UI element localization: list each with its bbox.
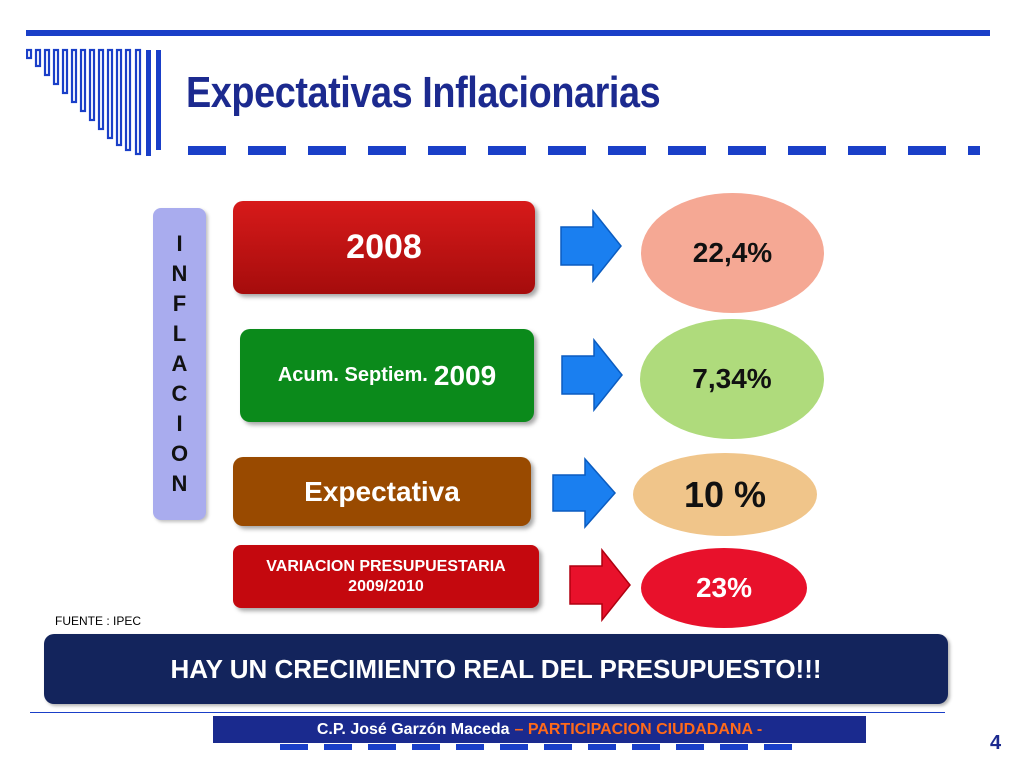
vertical-letter: C xyxy=(171,381,188,406)
row-2009-label-big: 2009 xyxy=(433,359,497,391)
value-2008: 22,4% xyxy=(692,237,773,268)
right-arrow-icon xyxy=(560,209,622,283)
top-rule xyxy=(26,30,990,36)
vertical-letter: N xyxy=(171,261,188,286)
value-expectativa: 10 % xyxy=(683,473,767,515)
value-variacion: 23% xyxy=(695,572,753,603)
row-2008-label: 2008 xyxy=(346,228,422,266)
value-2009: 7,34% xyxy=(692,363,772,394)
vertical-letter: L xyxy=(172,321,187,346)
row-2008-box: 2008 xyxy=(233,201,535,294)
footer-tagline: – PARTICIPACION CIUDADANA - xyxy=(514,720,763,738)
source-note: FUENTE : IPEC xyxy=(55,614,142,628)
row-variacion-label-line2: 2009/2010 xyxy=(348,577,424,595)
row-variacion-label-line1: VARIACION PRESUPUESTARIA xyxy=(266,557,506,575)
vertical-letter: N xyxy=(171,471,188,496)
vertical-letter: F xyxy=(172,291,187,316)
inflacion-vertical-label: I N F L A C I O N xyxy=(153,208,206,520)
value-ellipse-2009: 7,34% xyxy=(640,319,824,439)
row-2009-box: Acum. Septiem. 2009 xyxy=(240,329,534,422)
vertical-letter: A xyxy=(171,351,188,376)
title-dashed-underline xyxy=(188,146,980,155)
row-variacion-box: VARIACION PRESUPUESTARIA 2009/2010 xyxy=(233,545,539,608)
right-arrow-icon xyxy=(552,457,617,529)
right-arrow-icon xyxy=(569,548,631,622)
row-2009-label-small: Acum. Septiem. xyxy=(277,364,428,386)
footer-bar: C.P. José Garzón Maceda – PARTICIPACION … xyxy=(213,716,866,743)
footer-dashed-decoration xyxy=(280,744,792,750)
footer-author: C.P. José Garzón Maceda xyxy=(316,720,510,738)
decorative-bars-graphic xyxy=(26,48,161,156)
value-ellipse-variacion: 23% xyxy=(641,548,807,628)
right-arrow-icon xyxy=(561,338,623,412)
value-ellipse-2008: 22,4% xyxy=(641,193,824,313)
vertical-letter: I xyxy=(176,411,183,436)
page-number: 4 xyxy=(990,732,1002,754)
footer-rule xyxy=(30,712,945,713)
row-expectativa-box: Expectativa xyxy=(233,457,531,526)
slide-title: Expectativas Inflacionarias xyxy=(186,68,661,117)
vertical-letter: O xyxy=(170,441,189,466)
value-ellipse-expectativa: 10 % xyxy=(633,453,817,536)
conclusion-text: HAY UN CRECIMIENTO REAL DEL PRESUPUESTO!… xyxy=(170,653,822,684)
row-expectativa-label: Expectativa xyxy=(304,475,460,507)
conclusion-banner: HAY UN CRECIMIENTO REAL DEL PRESUPUESTO!… xyxy=(44,634,948,704)
vertical-letter: I xyxy=(176,231,183,256)
